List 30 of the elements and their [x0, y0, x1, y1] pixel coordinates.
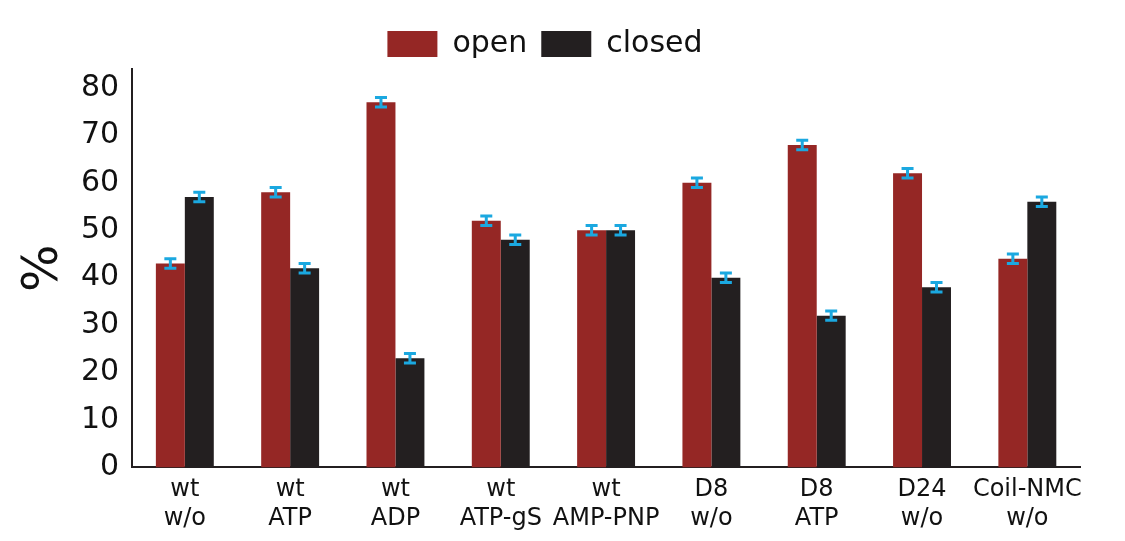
x-tick-label: D8 w/o: [690, 474, 733, 531]
x-tick-label: wt ADP: [370, 474, 421, 531]
bar: [682, 182, 712, 468]
legend-label: closed: [606, 23, 703, 59]
bar: [577, 230, 607, 468]
y-tick-label: 80: [80, 67, 120, 103]
legend-label: open: [452, 23, 528, 59]
bar: [787, 144, 817, 468]
y-tick-label: 50: [80, 210, 120, 246]
y-tick-label: 30: [80, 304, 120, 340]
bar: [155, 263, 185, 468]
y-tick-label: 20: [80, 352, 120, 388]
x-tick-label: wt ATP: [268, 474, 312, 531]
bar: [261, 192, 291, 468]
x-tick-label: wt ATP-gS: [459, 474, 542, 531]
x-tick-label: Coil-NMC w/o: [972, 474, 1082, 531]
x-tick-label: wt w/o: [163, 474, 207, 531]
bar: [893, 173, 923, 468]
bar: [366, 102, 396, 468]
x-tick-label: wt AMP-PNP: [552, 474, 660, 531]
bar: [998, 258, 1028, 468]
y-tick-label: 40: [80, 257, 120, 293]
x-tick-label: D24 w/o: [897, 474, 947, 531]
y-tick-label: 10: [80, 399, 120, 435]
y-axis-title: %: [10, 244, 69, 292]
y-tick-label: 60: [80, 162, 120, 198]
x-tick-label: D8 ATP: [794, 474, 839, 531]
y-tick-label: 0: [100, 447, 120, 483]
bar: [471, 220, 501, 468]
y-tick-label: 70: [80, 115, 120, 151]
